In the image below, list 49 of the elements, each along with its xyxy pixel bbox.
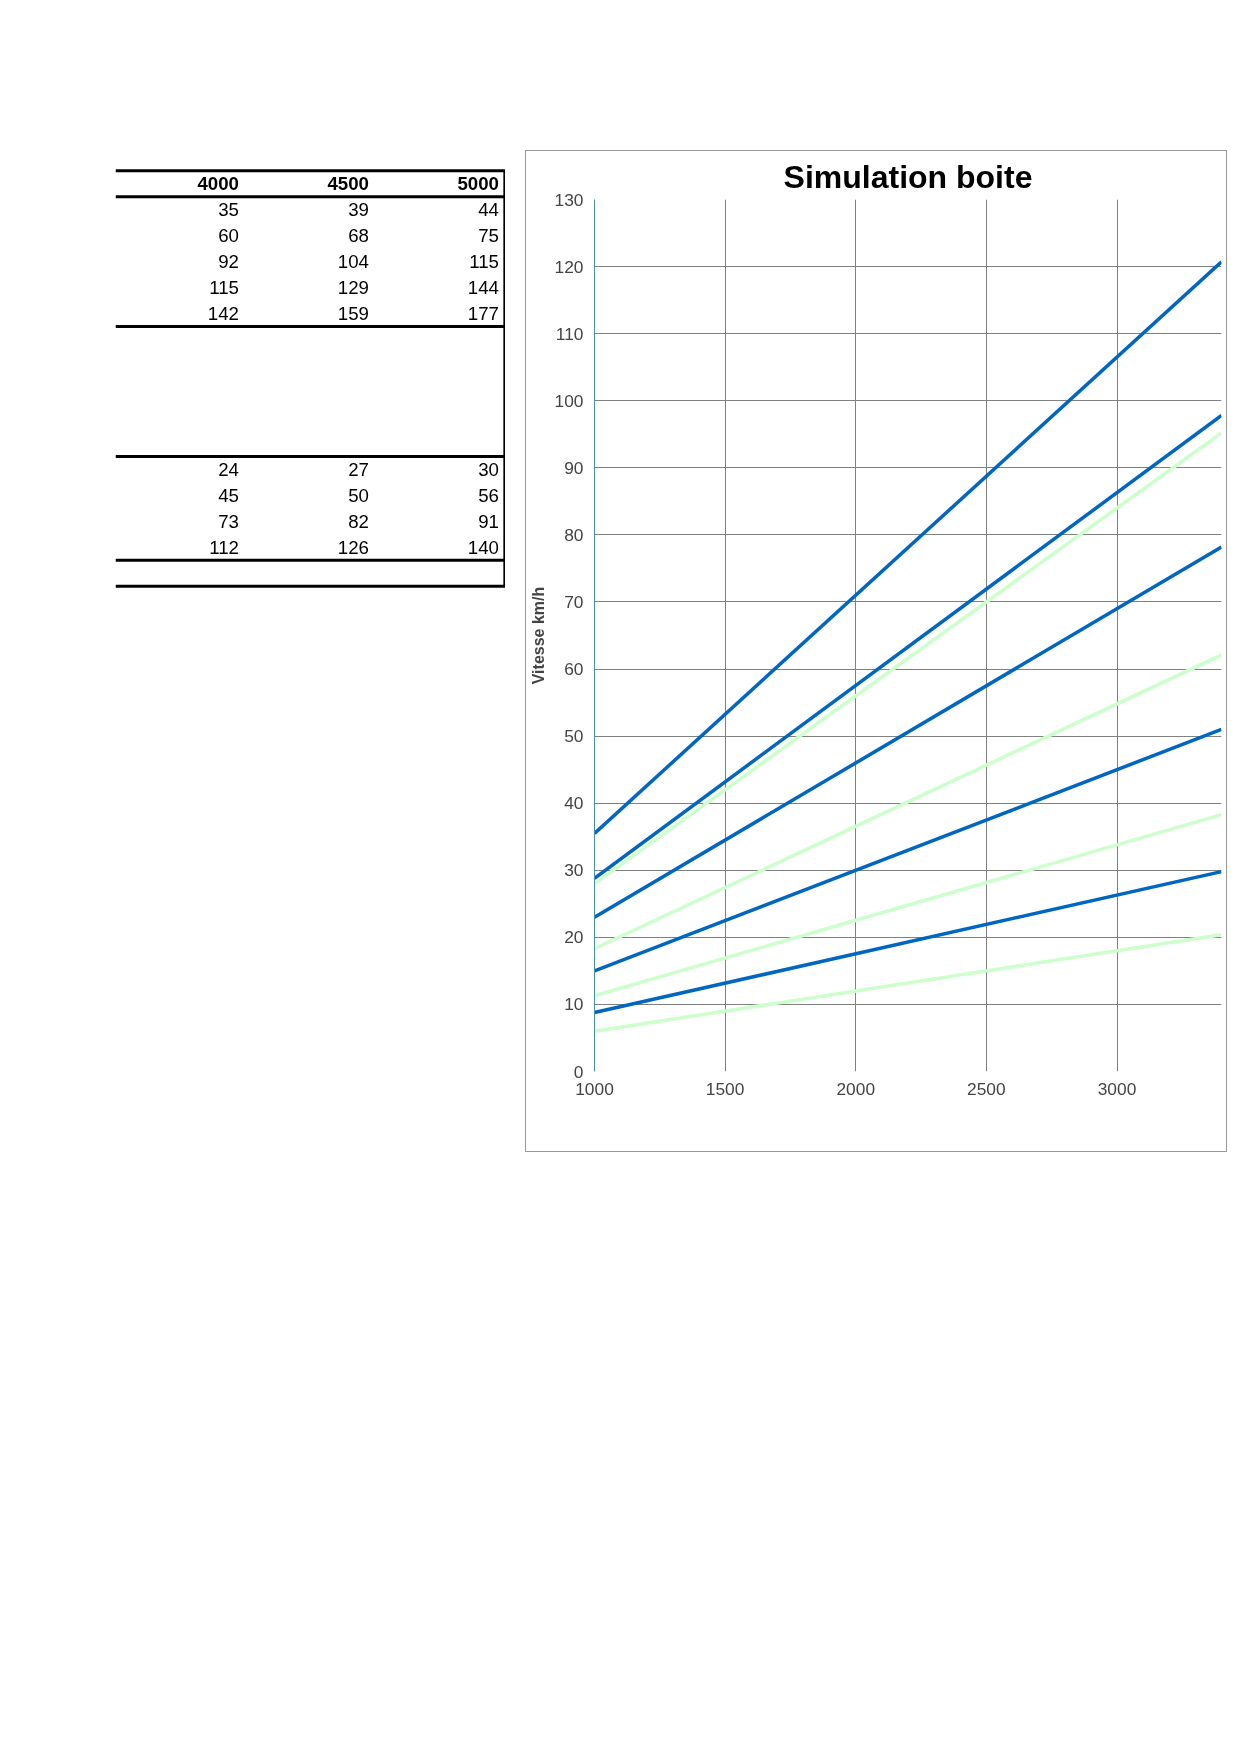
data-label: 27: [348, 458, 370, 480]
data-label: 140: [467, 536, 500, 558]
y-tick-label: 20: [564, 927, 584, 948]
y-tick-label: 90: [564, 457, 584, 478]
data-label: 39: [348, 199, 370, 221]
data-label: 144: [467, 277, 500, 299]
x-tick-label: 1500: [705, 1078, 745, 1099]
y-tick-label: 80: [564, 524, 584, 545]
data-label: 56: [478, 484, 500, 506]
category-label: 4500: [327, 173, 370, 195]
data-label: 126: [337, 536, 370, 558]
y-tick-label: 50: [564, 726, 584, 747]
y-axis-title: Vitesse km/h: [529, 586, 547, 685]
y-tick-label: 30: [564, 860, 584, 881]
data-label: 129: [337, 277, 370, 299]
data-label: 177: [467, 303, 500, 325]
y-tick-label: 60: [564, 659, 584, 680]
data-label: 142: [207, 303, 240, 325]
y-tick-label: 10: [564, 994, 584, 1015]
y-tick-label: 70: [564, 591, 584, 612]
y-tick-label: 110: [555, 323, 584, 344]
x-tick-label: 2000: [836, 1078, 876, 1099]
data-label: 115: [469, 251, 500, 273]
data-label: 104: [337, 251, 370, 273]
y-tick-label: 40: [564, 793, 584, 814]
data-label: 68: [348, 225, 370, 247]
data-label: 30: [478, 458, 500, 480]
chart-title: Simulation boite: [783, 158, 1033, 195]
data-label: 112: [209, 536, 240, 558]
data-label: 159: [337, 303, 370, 325]
data-label: 35: [218, 199, 240, 221]
data-label: 44: [478, 199, 500, 221]
data-label: 24: [218, 458, 240, 480]
data-label: 82: [348, 510, 370, 532]
y-tick-label: 130: [554, 189, 584, 210]
y-tick-label: 120: [554, 256, 584, 277]
category-label: 4000: [197, 173, 240, 195]
data-label: 50: [348, 484, 370, 506]
x-tick-label: 3000: [1097, 1078, 1137, 1099]
data-label: 60: [218, 225, 240, 247]
category-label: 5000: [457, 173, 500, 195]
data-label: 45: [218, 484, 240, 506]
data-label: 91: [478, 510, 500, 532]
data-label: 73: [218, 510, 240, 532]
data-label: 115: [209, 277, 240, 299]
data-label: 92: [218, 251, 240, 273]
data-label: 75: [478, 225, 500, 247]
y-tick-label: 100: [554, 390, 584, 411]
x-tick-label: 2500: [967, 1078, 1006, 1099]
